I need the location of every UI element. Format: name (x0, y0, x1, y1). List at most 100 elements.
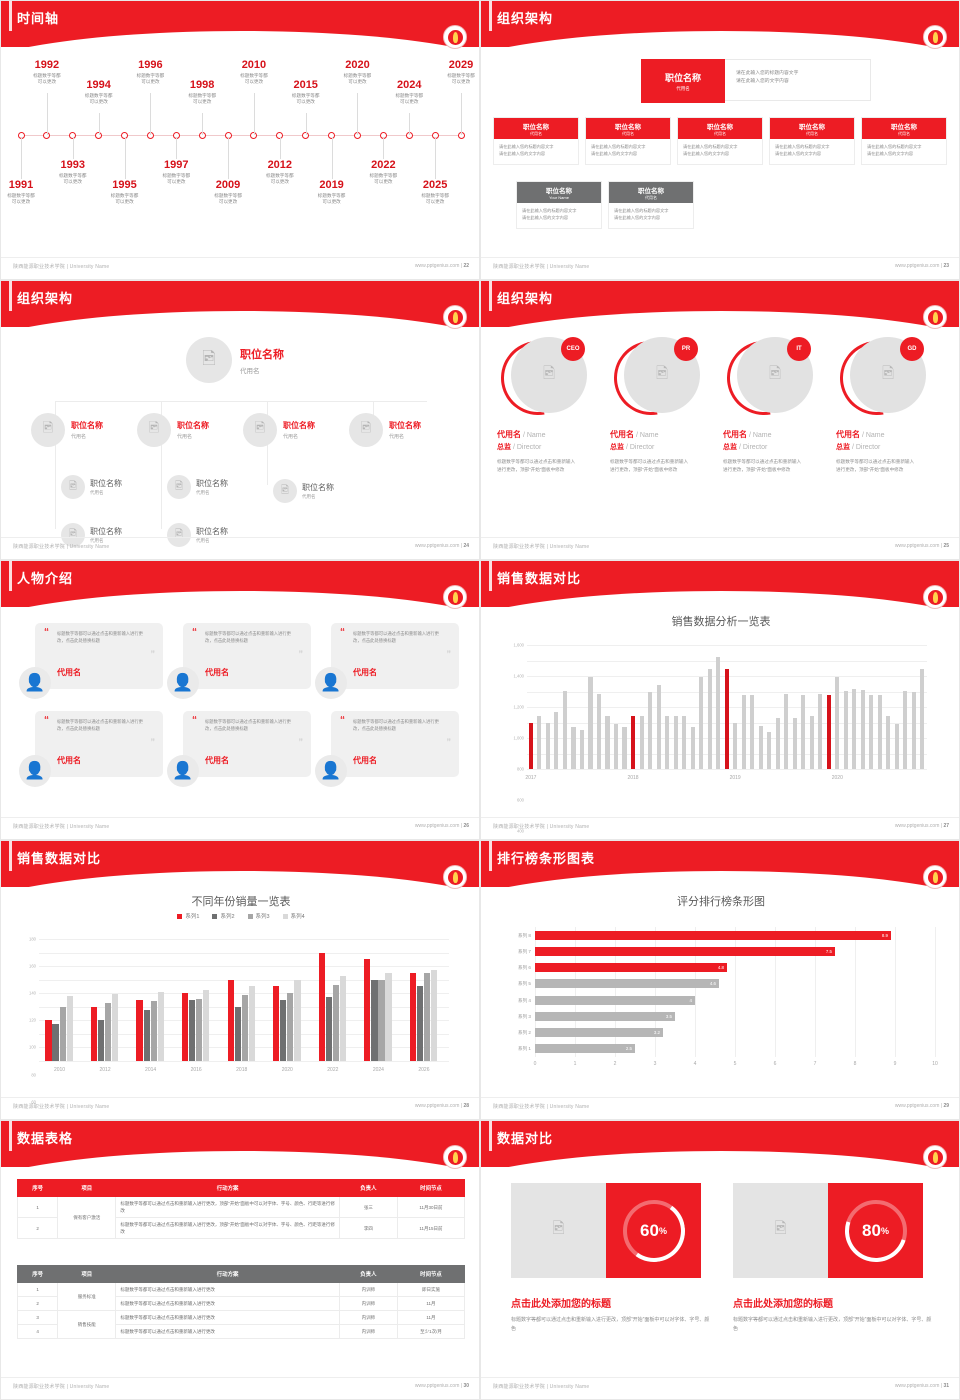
org-tree-node-l2[interactable]: 🖻 职位名称 代用名 (349, 413, 421, 447)
ranking-row[interactable]: 系列 7 7.5 (518, 946, 935, 956)
bar[interactable] (280, 1000, 287, 1061)
org-circle-card[interactable]: 🖻 GD 代用名 / Name 总监 / Director 标题数字等都可以通过点击和重… (825, 326, 936, 473)
bar[interactable] (287, 993, 294, 1061)
bar[interactable] (182, 993, 189, 1061)
timeline-item-above[interactable]: 2010 标题数字等都 可以更改 (221, 59, 287, 85)
bar[interactable] (157, 991, 164, 1061)
bar[interactable] (690, 726, 695, 769)
legend-item[interactable]: 系列2 (212, 912, 235, 920)
timeline-item-below[interactable]: 1991 标题数字等都 可以更改 (1, 179, 54, 205)
bar[interactable] (809, 715, 814, 769)
org-tree-root[interactable]: 🖻 职位名称 代用名 (186, 337, 284, 383)
bar[interactable] (97, 1020, 105, 1061)
bar[interactable] (699, 676, 704, 769)
bar[interactable] (59, 1006, 66, 1061)
bar[interactable] (562, 690, 567, 769)
bar[interactable]: 4.8 (535, 963, 727, 973)
bar[interactable] (248, 986, 255, 1061)
org-box[interactable]: 职位名称 代用名 请在此输入您的标题内容文字 请在此输入您的文字内容 (608, 181, 694, 229)
bar[interactable] (792, 717, 797, 769)
bar[interactable] (639, 715, 644, 769)
org-tree-node-l3[interactable]: 🖻 职位名称 代用名 (167, 475, 228, 499)
org-box[interactable]: 职位名称 代用名 请在此输入您的标题内容文字 请在此输入您的文字内容 (861, 117, 947, 165)
bar[interactable] (886, 715, 891, 769)
person-card[interactable]: “ ” 标题数字等都可以通过点击和重新输入进行更改，点击此处替换标题 代用名 (331, 623, 459, 689)
compare-card[interactable]: 🖻 60% (511, 1183, 701, 1278)
timeline-item-above[interactable]: 2020 标题数字等都 可以更改 (324, 59, 390, 85)
bar[interactable] (136, 1000, 143, 1061)
bar[interactable] (45, 1020, 52, 1061)
bar[interactable] (294, 979, 301, 1061)
bar[interactable] (741, 695, 746, 769)
bar[interactable] (818, 693, 823, 769)
compare-card[interactable]: 🖻 80% (733, 1183, 923, 1278)
ranking-row[interactable]: 系列 8 8.9 (518, 930, 935, 940)
table-row[interactable]: 1 服务标准 标题数字等都可以通过点击和重新输入进行更改 内训师 即日实施 (16, 1282, 466, 1311)
bar[interactable] (648, 692, 653, 769)
bar[interactable] (826, 695, 831, 769)
bar[interactable] (733, 722, 738, 769)
ranking-row[interactable]: 系列 2 3.2 (518, 1028, 935, 1038)
bar[interactable] (105, 1003, 112, 1061)
org-circle-card[interactable]: 🖻 PR 代用名 / Name 总监 / Director 标题数字等都可以通过点击和重… (599, 326, 710, 473)
bar[interactable]: 8.9 (535, 930, 891, 940)
ranking-row[interactable]: 系列 3 3.5 (518, 1011, 935, 1021)
bar[interactable] (554, 711, 559, 769)
person-card[interactable]: “ ” 标题数字等都可以通过点击和重新输入进行更改，点击此处替换标题 代用名 (183, 711, 311, 777)
timeline-item-below[interactable]: 2022 标题数字等都 可以更改 (350, 159, 416, 185)
bar[interactable] (545, 722, 550, 769)
timeline-item-above[interactable]: 1998 标题数字等都 可以更改 (169, 79, 235, 105)
bar[interactable] (877, 695, 882, 769)
bar[interactable] (843, 690, 848, 769)
org-root-card[interactable]: 职位名称 代用名 请在此输入您的标题内容文字 请在此输入您的文字内容 (641, 59, 871, 103)
bar[interactable] (665, 715, 670, 769)
table-row[interactable]: 4 标题数字等都可以通过点击和重新输入进行更改 内训师 至少1次/月 (16, 1324, 466, 1339)
bar[interactable] (588, 676, 593, 769)
bar[interactable] (801, 695, 806, 769)
bar[interactable]: 4.6 (535, 979, 719, 989)
bar[interactable] (920, 669, 925, 769)
legend-item[interactable]: 系列1 (177, 912, 199, 920)
timeline-item-above[interactable]: 1994 标题数字等都 可以更改 (66, 79, 132, 105)
bar[interactable] (673, 716, 678, 769)
timeline-item-above[interactable]: 1996 标题数字等都 可以更改 (117, 59, 183, 85)
bar[interactable] (234, 1006, 241, 1061)
bar[interactable] (90, 1006, 98, 1061)
bar[interactable]: 3.5 (535, 1011, 675, 1021)
bar[interactable] (869, 694, 874, 769)
bar[interactable] (409, 972, 417, 1061)
bar[interactable] (631, 715, 636, 769)
org-tree-node-l2[interactable]: 🖻 职位名称 代用名 (31, 413, 103, 447)
org-tree-node-l2[interactable]: 🖻 职位名称 代用名 (243, 413, 315, 447)
bar[interactable] (750, 694, 755, 769)
org-tree-node-l3[interactable]: 🖻 职位名称 代用名 (167, 523, 228, 547)
timeline-item-above[interactable]: 1992 标题数字等都 可以更改 (14, 59, 80, 85)
bar[interactable] (227, 979, 234, 1061)
bar[interactable]: 2.5 (535, 1044, 635, 1054)
legend-item[interactable]: 系列3 (247, 912, 270, 920)
bar[interactable] (385, 972, 392, 1061)
bar[interactable] (682, 715, 687, 769)
bar[interactable] (325, 996, 332, 1061)
bar[interactable] (656, 684, 661, 769)
timeline-item-below[interactable]: 2009 标题数字等都 可以更改 (195, 179, 261, 205)
table-row[interactable]: 2 标题数字等都可以通过点击和重新输入进行更改，顶部“开始”面板中可以对字体、字号… (16, 1217, 466, 1239)
ranking-row[interactable]: 系列 1 2.5 (518, 1044, 935, 1054)
bar[interactable] (52, 1023, 59, 1061)
bar[interactable]: 7.5 (535, 946, 835, 956)
person-card[interactable]: “ ” 标题数字等都可以通过点击和重新输入进行更改，点击此处替换标题 代用名 (183, 623, 311, 689)
timeline-item-below[interactable]: 1995 标题数字等都 可以更改 (92, 179, 158, 205)
org-box[interactable]: 职位名称 代用名 请在此输入您的标题内容文字 请在此输入您的文字内容 (585, 117, 671, 165)
bar[interactable] (364, 959, 371, 1061)
bar[interactable] (894, 724, 899, 769)
legend-item[interactable]: 系列4 (282, 912, 305, 920)
person-card[interactable]: “ ” 标题数字等都可以通过点击和重新输入进行更改，点击此处替换标题 代用名 (35, 711, 163, 777)
bar[interactable] (852, 689, 857, 769)
bar[interactable] (613, 724, 619, 769)
bar[interactable] (716, 656, 721, 769)
bar[interactable] (203, 989, 210, 1061)
bar[interactable] (318, 952, 325, 1061)
data-table-secondary[interactable]: 序号 项目 行动方案 负责人 时间节点 1 服务标准 标题数字等都可以通过点击和重新输入进行更… (16, 1265, 466, 1339)
org-box[interactable]: 职位名称 Your Name 请在此输入您的标题内容文字 请在此输入您的文字内容 (516, 181, 602, 229)
bar[interactable] (241, 994, 248, 1061)
